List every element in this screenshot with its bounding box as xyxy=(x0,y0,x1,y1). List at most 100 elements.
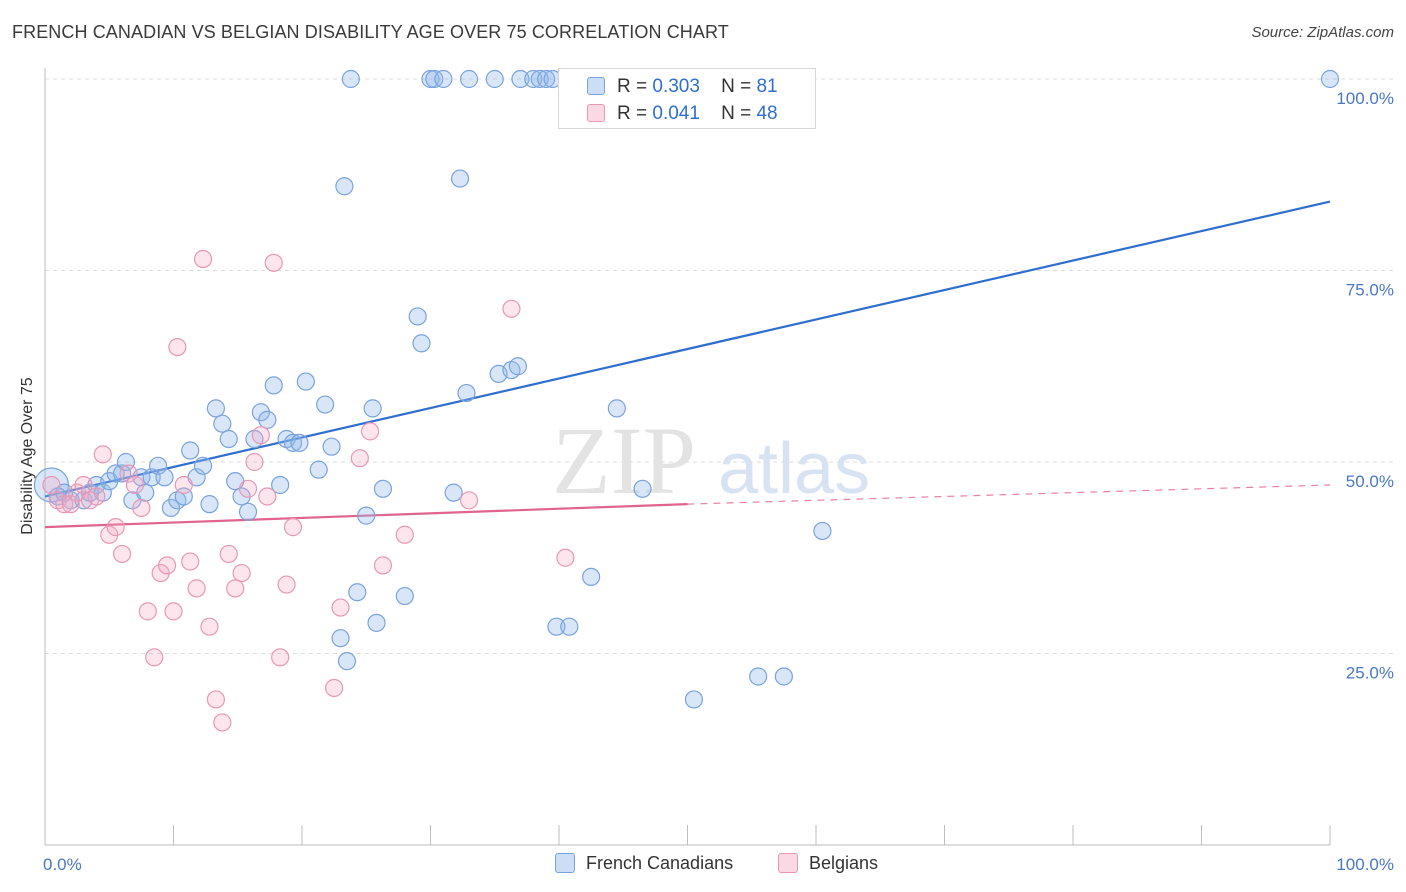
point-french-canadians xyxy=(193,456,213,475)
point-belgians xyxy=(238,479,258,498)
data-points xyxy=(33,69,1340,732)
point-belgians xyxy=(226,579,245,598)
point-french-canadians xyxy=(309,460,328,479)
point-belgians xyxy=(361,422,380,441)
point-french-canadians xyxy=(633,479,652,498)
y-tick-label: 50.0% xyxy=(1346,472,1394,491)
point-belgians xyxy=(325,678,344,698)
point-french-canadians xyxy=(684,690,704,709)
point-french-canadians xyxy=(337,652,357,671)
r-value: 0.303 xyxy=(652,76,700,97)
point-french-canadians xyxy=(181,441,200,460)
r-value: 0.041 xyxy=(652,103,700,124)
point-belgians xyxy=(42,475,61,495)
point-french-canadians xyxy=(774,667,793,686)
point-french-canadians xyxy=(335,177,354,196)
point-french-canadians xyxy=(530,69,549,89)
point-belgians xyxy=(271,648,290,667)
watermark-zip: ZIP xyxy=(552,407,696,514)
watermark-atlas: atlas xyxy=(718,429,870,509)
point-french-canadians xyxy=(749,667,768,686)
y-tick-label: 75.0% xyxy=(1346,281,1394,300)
watermark: ZIP atlas xyxy=(552,407,870,514)
point-french-canadians xyxy=(450,169,470,188)
point-french-canadians xyxy=(341,69,360,89)
n-label: N = xyxy=(721,76,752,97)
point-belgians xyxy=(331,598,350,617)
point-french-canadians xyxy=(457,383,476,403)
tick-labels: 25.0% 50.0% 75.0% 100.0% 0.0% 100.0% xyxy=(43,89,1394,874)
point-french-canadians xyxy=(331,629,350,648)
point-belgians xyxy=(556,548,575,567)
legend-label: French Canadians xyxy=(586,853,734,873)
point-belgians xyxy=(93,445,112,464)
point-belgians xyxy=(502,299,521,318)
point-belgians xyxy=(200,617,219,636)
x-tick-label: 0.0% xyxy=(43,855,82,874)
point-french-canadians xyxy=(357,506,376,525)
point-belgians xyxy=(61,495,80,514)
point-french-canadians xyxy=(116,452,136,472)
point-french-canadians xyxy=(813,521,832,541)
point-belgians xyxy=(264,253,283,272)
point-belgians xyxy=(157,556,177,575)
point-belgians xyxy=(112,544,132,564)
point-belgians xyxy=(283,518,303,537)
point-belgians xyxy=(145,648,164,667)
point-belgians xyxy=(245,452,264,472)
trend-lines xyxy=(44,200,1331,529)
point-belgians xyxy=(350,449,369,468)
point-french-canadians xyxy=(511,69,530,89)
point-french-canadians xyxy=(112,464,132,483)
r-label: R = xyxy=(617,103,648,124)
trend-line-belgians-extension xyxy=(687,484,1331,505)
point-french-canadians xyxy=(316,395,335,414)
point-french-canadians xyxy=(444,483,463,502)
point-french-canadians xyxy=(283,433,303,452)
axes xyxy=(44,68,1331,846)
point-belgians xyxy=(164,602,183,621)
stats-text: R = 0.303 N = 81 xyxy=(617,76,778,98)
point-french-canadians xyxy=(213,414,232,433)
point-french-canadians xyxy=(106,464,125,483)
point-belgians xyxy=(87,487,106,506)
point-french-canadians xyxy=(206,399,226,418)
point-french-canadians xyxy=(485,69,504,89)
point-french-canadians xyxy=(264,376,283,395)
point-french-canadians xyxy=(136,483,155,502)
trend-line-belgians xyxy=(44,503,688,529)
point-french-canadians xyxy=(508,357,527,376)
point-french-canadians xyxy=(373,479,393,498)
point-belgians xyxy=(232,563,251,583)
point-belgians xyxy=(55,495,74,514)
point-french-canadians xyxy=(238,502,258,521)
r-label: R = xyxy=(617,76,648,97)
point-belgians xyxy=(213,713,232,732)
point-french-canadians xyxy=(395,586,414,606)
point-belgians xyxy=(181,552,200,571)
point-french-canadians xyxy=(582,567,601,587)
point-belgians xyxy=(132,498,151,518)
point-french-canadians xyxy=(219,429,238,449)
point-belgians xyxy=(373,556,393,575)
point-belgians xyxy=(174,475,193,495)
point-french-canadians xyxy=(148,456,168,475)
point-belgians xyxy=(138,602,157,621)
point-belgians xyxy=(119,464,138,483)
point-belgians xyxy=(258,487,277,506)
stats-legend: R = 0.303 N = 81 R = 0.041 N = 48 xyxy=(558,68,816,129)
point-french-canadians xyxy=(322,437,341,456)
point-french-canadians xyxy=(524,69,543,89)
point-french-canadians xyxy=(560,617,579,636)
point-belgians xyxy=(187,579,206,598)
x-tick-label: 100.0% xyxy=(1336,855,1394,874)
point-french-canadians xyxy=(607,399,626,418)
n-value: 81 xyxy=(756,76,778,97)
point-belgians xyxy=(206,690,226,709)
point-french-canadians xyxy=(296,372,315,391)
point-french-canadians xyxy=(363,399,382,418)
point-french-canadians xyxy=(1320,69,1340,89)
point-belgians xyxy=(125,475,145,495)
point-french-canadians xyxy=(537,69,556,89)
point-french-canadians xyxy=(271,475,290,495)
